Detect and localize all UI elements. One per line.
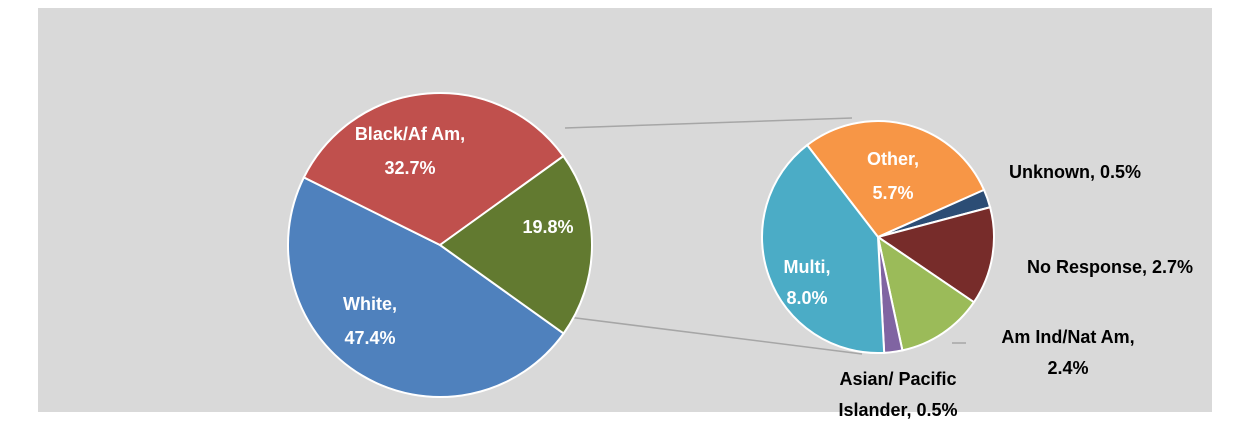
data-label: White, xyxy=(343,294,397,314)
data-label: 2.4% xyxy=(1047,358,1088,378)
pie-slice xyxy=(302,92,565,247)
pie-slice xyxy=(876,234,976,352)
data-label: Am Ind/Nat Am, xyxy=(1001,327,1134,347)
data-label: 19.8% xyxy=(522,217,573,237)
chart-background xyxy=(38,8,1212,412)
pie-slice xyxy=(875,206,995,304)
connector-line xyxy=(564,117,853,129)
connector-line xyxy=(559,315,863,355)
data-label: 32.7% xyxy=(384,158,435,178)
data-label: Unknown, 0.5% xyxy=(1009,162,1141,182)
data-label: Other, xyxy=(867,149,919,169)
pie-slice xyxy=(438,154,593,335)
pie-slice xyxy=(761,143,886,354)
data-label: 8.0% xyxy=(786,288,827,308)
pie-slice xyxy=(287,176,565,398)
data-label: Asian/ Pacific xyxy=(839,369,956,389)
data-label: Islander, 0.5% xyxy=(838,400,957,420)
pie-slice xyxy=(805,120,986,239)
data-label: 5.7% xyxy=(872,183,913,203)
data-label: Black/Af Am, xyxy=(355,124,465,144)
data-label: No Response, 2.7% xyxy=(1027,257,1193,277)
data-label: 47.4% xyxy=(344,328,395,348)
data-label: Multi, xyxy=(784,257,831,277)
